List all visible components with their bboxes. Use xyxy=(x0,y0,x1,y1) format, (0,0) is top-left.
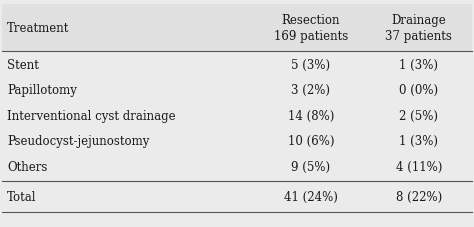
Text: 3 (2%): 3 (2%) xyxy=(292,84,330,97)
Text: Pseudocyst-jejunostomy: Pseudocyst-jejunostomy xyxy=(7,135,149,148)
Text: 41 (24%): 41 (24%) xyxy=(284,190,338,203)
Text: 14 (8%): 14 (8%) xyxy=(288,109,334,122)
Text: 1 (3%): 1 (3%) xyxy=(399,58,438,72)
Text: Resection
169 patients: Resection 169 patients xyxy=(274,14,348,43)
Text: Papillotomy: Papillotomy xyxy=(7,84,77,97)
Text: Total: Total xyxy=(7,190,36,203)
Text: Others: Others xyxy=(7,160,47,173)
Bar xyxy=(2,5,472,52)
Text: 10 (6%): 10 (6%) xyxy=(288,135,334,148)
Text: 8 (22%): 8 (22%) xyxy=(396,190,442,203)
Text: 0 (0%): 0 (0%) xyxy=(399,84,438,97)
Text: Interventional cyst drainage: Interventional cyst drainage xyxy=(7,109,176,122)
Text: Stent: Stent xyxy=(7,58,39,72)
Text: 2 (5%): 2 (5%) xyxy=(399,109,438,122)
Text: Treatment: Treatment xyxy=(7,22,70,35)
Text: 9 (5%): 9 (5%) xyxy=(292,160,330,173)
Text: Drainage
37 patients: Drainage 37 patients xyxy=(385,14,452,43)
Text: 5 (3%): 5 (3%) xyxy=(292,58,330,72)
Text: 1 (3%): 1 (3%) xyxy=(399,135,438,148)
Text: 4 (11%): 4 (11%) xyxy=(396,160,442,173)
